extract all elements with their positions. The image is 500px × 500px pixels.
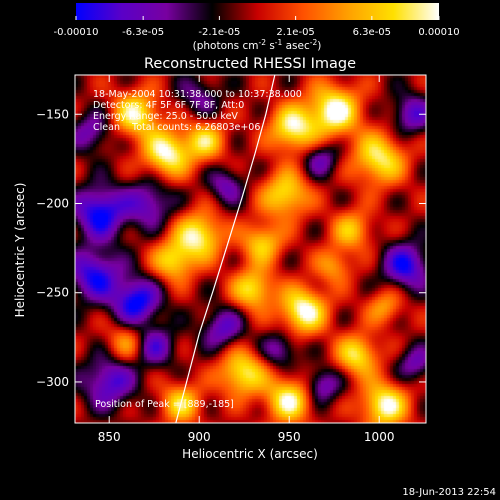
heatmap-image	[75, 75, 426, 423]
y-tick-label: −150	[36, 107, 69, 121]
x-tick-label: 950	[278, 430, 301, 444]
plot-frame	[74, 74, 427, 424]
annotation-time-range: 18-May-2004 10:31:38.000 to 10:37:38.000	[93, 89, 302, 100]
x-axis-label: Heliocentric X (arcsec)	[182, 447, 318, 461]
y-tick-label: −200	[36, 196, 69, 210]
colorbar-tick-label: -0.00010	[54, 27, 99, 38]
annotation-energy-range: Energy Range: 25.0 - 50.0 keV	[93, 111, 238, 122]
colorbar-tick-label: 2.1e-05	[276, 27, 314, 38]
render-timestamp: 18-Jun-2013 22:54	[402, 487, 496, 498]
x-tick-label: 1000	[364, 430, 395, 444]
colorbar-tick-label: -6.3e-05	[122, 27, 164, 38]
annotation-peak-position: Position of Peak = [889,-185]	[95, 399, 234, 410]
colorbar-tick-label: 6.3e-05	[353, 27, 391, 38]
colorbar	[76, 3, 439, 20]
annotation-counts: Clean Total counts: 6.26803e+06	[93, 122, 260, 133]
y-axis-label: Heliocentric Y (arcsec)	[13, 183, 27, 318]
y-tick-label: −300	[36, 375, 69, 389]
colorbar-tick-label: 0.00010	[418, 27, 459, 38]
solar-limb-line	[175, 75, 276, 423]
y-tick-label: −250	[36, 286, 69, 300]
plot-area: 850 900 950 1000 −150 −200 −250 −300	[36, 74, 427, 444]
chart-title: Reconstructed RHESSI Image	[144, 56, 356, 72]
annotations: 18-May-2004 10:31:38.000 to 10:37:38.000…	[93, 89, 302, 410]
x-tick-label: 850	[98, 430, 121, 444]
colorbar-unit-label: (photons cm-2 s-1 asec-2)	[193, 38, 322, 52]
x-tick-label: 900	[188, 430, 211, 444]
axis-ticks: 850 900 950 1000 −150 −200 −250 −300	[36, 75, 426, 444]
colorbar-ticks: -0.00010 -6.3e-05 -2.1e-05 2.1e-05 6.3e-05 0.…	[54, 16, 460, 38]
annotation-detectors: Detectors: 4F 5F 6F 7F 8F, Att:0	[93, 100, 244, 111]
colorbar-tick-label: -2.1e-05	[198, 27, 240, 38]
